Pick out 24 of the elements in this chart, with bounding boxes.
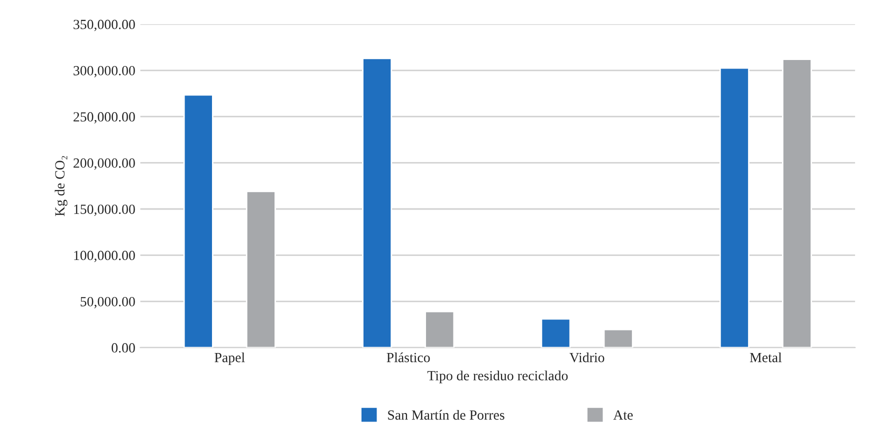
bar: [782, 58, 812, 348]
bar: [719, 67, 750, 348]
bar: [603, 328, 634, 348]
legend-label: San Martín de Porres: [388, 410, 504, 420]
y-tick-label: 100,000.00: [74, 250, 135, 262]
bar: [424, 310, 455, 348]
y-tick-label: 0.00: [112, 343, 135, 353]
y-tick-label: 300,000.00: [74, 66, 135, 78]
y-tick-label: 150,000.00: [74, 204, 135, 216]
x-tick-label: Vidrio: [569, 352, 604, 362]
x-tick-label: Plástico: [386, 352, 430, 362]
y-axis-title: Kg de CO₂: [54, 156, 68, 216]
y-tick-label: 50,000.00: [80, 296, 135, 308]
x-axis-title: Tipo de residuo reciclado: [427, 370, 568, 384]
y-tick-label: 250,000.00: [74, 112, 135, 124]
bar: [362, 58, 392, 348]
legend-label: Ate: [613, 410, 633, 420]
x-tick-label: Metal: [750, 352, 782, 362]
y-tick-label: 200,000.00: [74, 158, 135, 170]
y-tick-label: 350,000.00: [74, 20, 135, 32]
x-tick-label: Papel: [214, 352, 245, 366]
bar: [183, 94, 214, 348]
bar: [246, 190, 276, 348]
bar: [540, 318, 571, 348]
